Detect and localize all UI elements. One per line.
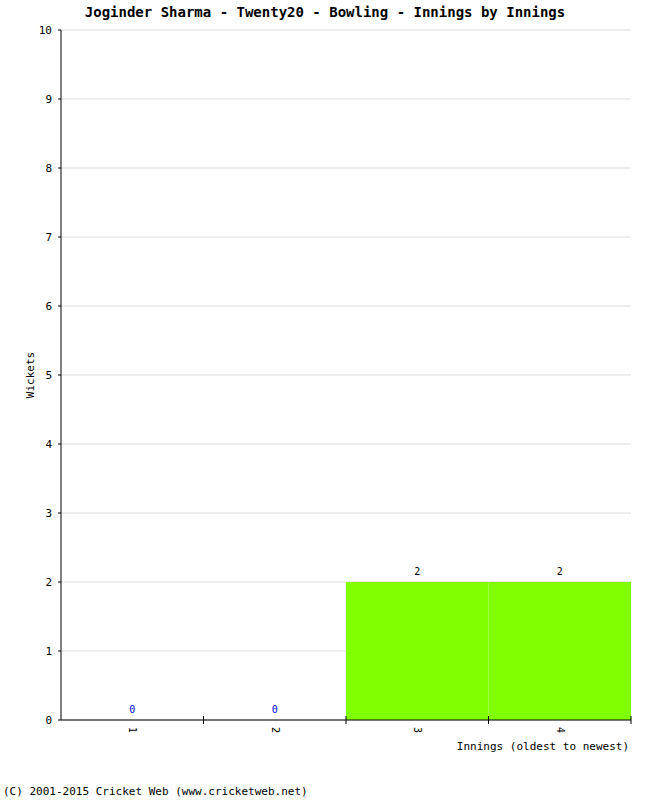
y-tick-label: 9 — [45, 93, 52, 106]
y-tick-label: 0 — [45, 714, 52, 727]
x-axis-label: Innings (oldest to newest) — [457, 740, 629, 753]
x-tick-label: 2 — [270, 727, 281, 733]
copyright: (C) 2001-2015 Cricket Web (www.cricketwe… — [3, 785, 308, 798]
bar — [489, 582, 632, 720]
grid-line — [61, 375, 631, 376]
y-tick-label: 3 — [45, 507, 52, 520]
background — [0, 0, 650, 800]
grid-line — [61, 237, 631, 238]
grid-line — [61, 306, 631, 307]
y-axis-label: Wickets — [24, 352, 37, 398]
bar — [346, 582, 489, 720]
x-tick-label: 1 — [127, 727, 138, 733]
y-axis — [61, 30, 62, 720]
grid-line — [61, 168, 631, 169]
x-tick — [631, 716, 632, 724]
data-label: 2 — [414, 566, 420, 577]
x-tick-label: 4 — [555, 727, 566, 733]
y-tick-label: 2 — [45, 576, 52, 589]
grid-line — [61, 444, 631, 445]
chart-svg: 0 1 2 3 4 5 6 7 8 9 10 0 0 2 2 1 2 3 4 Joginder Sharma - Tw… — [0, 0, 650, 800]
y-tick-label: 5 — [45, 369, 52, 382]
y-tick-label: 6 — [45, 300, 52, 313]
y-tick-label: 8 — [45, 162, 52, 175]
grid-line — [61, 513, 631, 514]
y-tick-label: 10 — [39, 24, 52, 37]
data-label: 0 — [129, 704, 135, 715]
data-label: 0 — [272, 704, 278, 715]
y-tick-label: 4 — [45, 438, 52, 451]
title: Joginder Sharma - Twenty20 - Bowling - I… — [85, 4, 565, 20]
x-tick-label: 3 — [412, 727, 423, 733]
x-tick — [346, 716, 347, 724]
chart-container: 0 1 2 3 4 5 6 7 8 9 10 0 0 2 2 1 2 3 4 Joginder Sharma - Tw… — [0, 0, 650, 800]
x-tick — [203, 716, 204, 724]
y-tick-label: 7 — [45, 231, 52, 244]
grid-line — [61, 99, 631, 100]
grid-line — [61, 30, 631, 31]
x-tick — [488, 716, 489, 724]
data-label: 2 — [557, 566, 563, 577]
y-tick-label: 1 — [45, 645, 52, 658]
